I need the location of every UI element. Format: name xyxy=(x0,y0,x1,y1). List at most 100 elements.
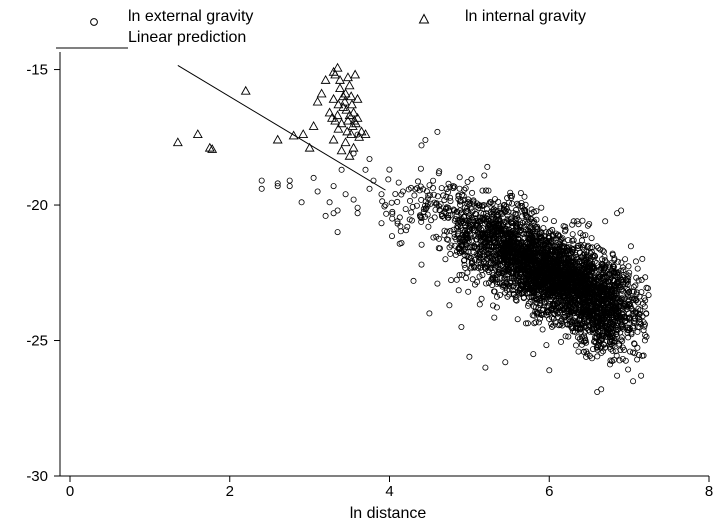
external-gravity-point xyxy=(559,302,566,309)
external-gravity-point xyxy=(499,239,506,246)
external-gravity-point xyxy=(298,199,305,206)
external-gravity-point xyxy=(546,262,553,269)
external-gravity-point xyxy=(378,191,385,198)
external-gravity-point xyxy=(546,238,553,245)
external-gravity-point xyxy=(618,287,625,294)
external-gravity-series xyxy=(258,128,652,395)
external-gravity-point xyxy=(605,326,612,333)
external-gravity-point xyxy=(589,289,596,296)
external-gravity-point xyxy=(423,188,430,195)
external-gravity-point xyxy=(450,183,457,190)
external-gravity-point xyxy=(398,191,405,198)
external-gravity-point xyxy=(598,386,605,393)
external-gravity-point xyxy=(634,344,641,351)
external-gravity-point xyxy=(548,248,555,255)
external-gravity-point xyxy=(430,177,437,184)
external-gravity-point xyxy=(640,327,647,334)
external-gravity-point xyxy=(491,196,498,203)
external-gravity-point xyxy=(569,328,576,335)
external-gravity-point xyxy=(448,277,455,284)
external-gravity-point xyxy=(482,280,489,287)
external-gravity-point xyxy=(616,342,623,349)
external-gravity-point xyxy=(522,212,529,219)
external-gravity-point xyxy=(558,264,565,271)
external-gravity-point xyxy=(454,230,461,237)
external-gravity-point xyxy=(565,307,572,314)
external-gravity-point xyxy=(472,211,479,218)
external-gravity-point xyxy=(537,282,544,289)
external-gravity-point xyxy=(632,315,639,322)
external-gravity-point xyxy=(396,240,403,247)
external-gravity-point xyxy=(501,209,508,216)
external-gravity-point xyxy=(406,197,413,204)
external-gravity-point xyxy=(445,236,452,243)
external-gravity-point xyxy=(485,187,492,194)
external-gravity-point xyxy=(611,338,618,345)
external-gravity-point xyxy=(504,216,511,223)
external-gravity-point xyxy=(632,282,639,289)
external-gravity-point xyxy=(322,212,329,219)
external-gravity-point xyxy=(461,197,468,204)
external-gravity-point xyxy=(521,193,528,200)
external-gravity-point xyxy=(542,216,549,223)
external-gravity-point xyxy=(545,290,552,297)
external-gravity-point xyxy=(590,310,597,317)
external-gravity-point xyxy=(562,333,569,340)
external-gravity-point xyxy=(503,278,510,285)
internal-gravity-point xyxy=(336,118,347,128)
internal-gravity-point xyxy=(330,69,341,79)
external-gravity-point xyxy=(446,244,453,251)
external-gravity-point xyxy=(479,224,486,231)
external-gravity-point xyxy=(469,276,476,283)
external-gravity-point xyxy=(434,193,441,200)
external-gravity-point xyxy=(614,269,621,276)
external-gravity-point xyxy=(470,197,477,204)
external-gravity-point xyxy=(595,292,602,299)
external-gravity-point xyxy=(626,269,633,276)
external-gravity-point xyxy=(600,263,607,270)
internal-gravity-point xyxy=(352,93,363,103)
external-gravity-point xyxy=(467,205,474,212)
external-gravity-point xyxy=(601,324,608,331)
external-gravity-point xyxy=(495,238,502,245)
external-gravity-point xyxy=(408,217,415,224)
external-gravity-point xyxy=(562,254,569,261)
external-gravity-point xyxy=(602,294,609,301)
external-gravity-point xyxy=(433,201,440,208)
external-gravity-point xyxy=(512,259,519,266)
triangle-marker-icon xyxy=(418,12,430,30)
external-gravity-point xyxy=(383,210,390,217)
external-gravity-point xyxy=(274,180,281,187)
external-gravity-point xyxy=(618,207,625,214)
external-gravity-point xyxy=(524,268,531,275)
external-gravity-point xyxy=(625,334,632,341)
external-gravity-point xyxy=(455,224,462,231)
external-gravity-point xyxy=(463,233,470,240)
legend-internal-label: ln internal gravity xyxy=(465,8,586,25)
internal-gravity-point xyxy=(240,85,251,95)
external-gravity-point xyxy=(532,235,539,242)
external-gravity-point xyxy=(557,236,564,243)
external-gravity-point xyxy=(633,289,640,296)
external-gravity-point xyxy=(571,260,578,267)
external-gravity-point xyxy=(445,204,452,211)
external-gravity-point xyxy=(474,222,481,229)
external-gravity-point xyxy=(562,228,569,235)
external-gravity-point xyxy=(485,253,492,260)
external-gravity-point xyxy=(612,348,619,355)
external-gravity-point xyxy=(594,388,601,395)
external-gravity-point xyxy=(578,310,585,317)
external-gravity-point xyxy=(443,236,450,243)
external-gravity-point xyxy=(585,296,592,303)
external-gravity-point xyxy=(599,247,606,254)
external-gravity-point xyxy=(619,311,626,318)
external-gravity-point xyxy=(286,177,293,184)
external-gravity-point xyxy=(622,256,629,263)
external-gravity-point xyxy=(551,289,558,296)
external-gravity-point xyxy=(579,217,586,224)
external-gravity-point xyxy=(490,206,497,213)
external-gravity-point xyxy=(517,271,524,278)
external-gravity-point xyxy=(619,337,626,344)
external-gravity-point xyxy=(566,306,573,313)
external-gravity-point xyxy=(508,220,515,227)
